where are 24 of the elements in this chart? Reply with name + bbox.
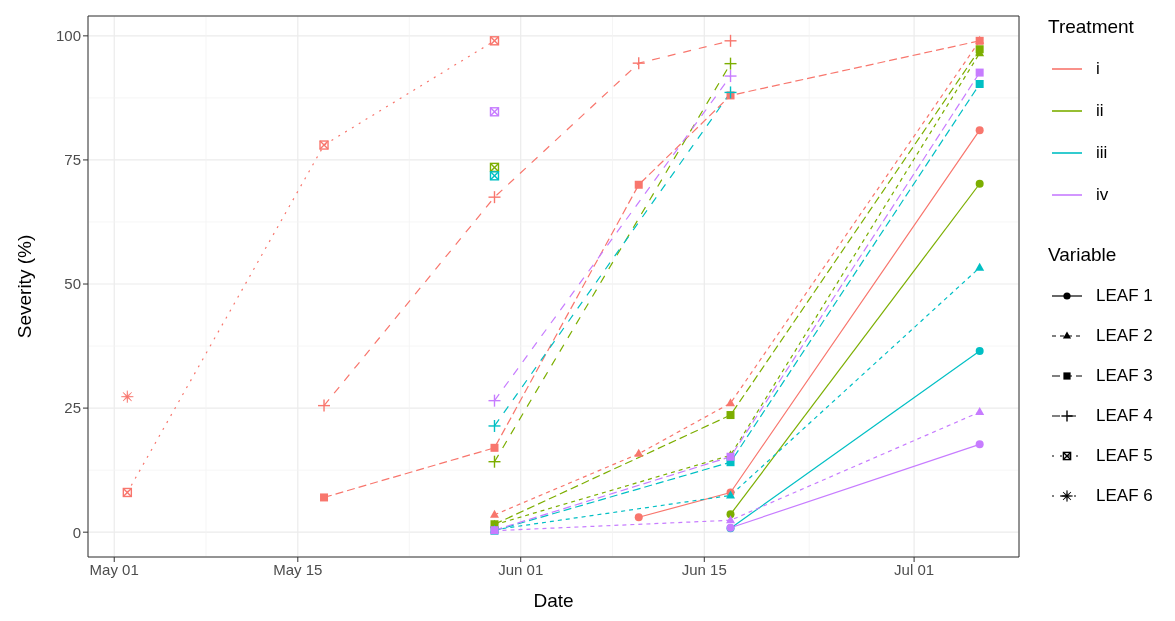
x-tick-label: May 01 [89, 560, 139, 578]
y-tick-label: 50 [64, 275, 81, 293]
x-tick-label: Jun 01 [498, 560, 544, 578]
x-tick-label: Jul 01 [894, 560, 935, 578]
legend-label: ii [1096, 101, 1104, 121]
text: LEAF 4 [1096, 406, 1153, 426]
x-axis-title: Date [533, 590, 574, 611]
text: Variable [1048, 244, 1118, 266]
legend-label: iii [1096, 143, 1108, 163]
y-tick-label: 0 [72, 523, 81, 541]
text: LEAF 1 [1096, 286, 1153, 306]
y-tick-label: 25 [64, 399, 81, 417]
legend-title: Treatment [1048, 16, 1135, 38]
y-tick-label: 100 [55, 27, 81, 45]
x-tick-label: May 15 [273, 560, 323, 578]
y-axis-title: Severity (%) [13, 234, 35, 339]
y-tick-label: 75 [64, 151, 81, 169]
text: LEAF 6 [1096, 486, 1153, 506]
legend-label: iv [1096, 185, 1109, 205]
text: LEAF 5 [1096, 446, 1153, 466]
x-tick-label: Jun 15 [681, 560, 727, 578]
legend-label: i [1096, 59, 1100, 79]
text: LEAF 2 [1096, 326, 1153, 346]
text: LEAF 3 [1096, 366, 1153, 386]
